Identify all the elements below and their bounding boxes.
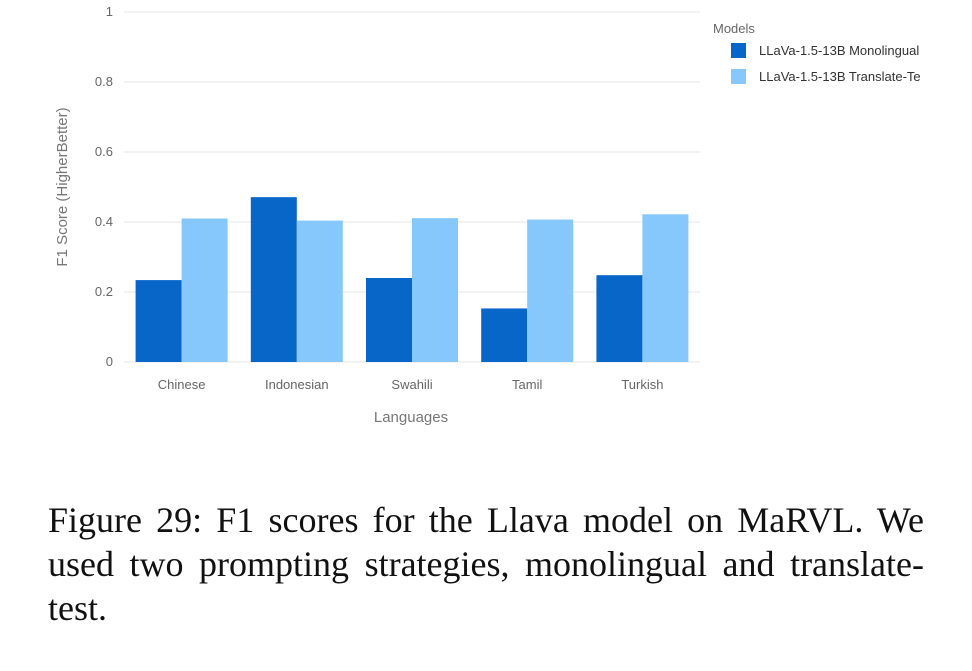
x-tick-label: Turkish xyxy=(621,377,663,392)
x-tick-label: Swahili xyxy=(391,377,432,392)
bar-tamil-series-1 xyxy=(481,308,528,362)
legend-swatch xyxy=(731,69,746,84)
y-tick-label: 0.8 xyxy=(95,74,113,89)
legend-label: LLaVa-1.5-13B Monolingual xyxy=(759,43,919,58)
y-tick-labels: 0 0.2 0.4 0.6 0.8 1 xyxy=(95,4,113,369)
legend-title: Models xyxy=(713,21,755,36)
bar-turkish-series-2 xyxy=(642,214,689,362)
y-tick-label: 0 xyxy=(106,354,113,369)
legend-label: LLaVa-1.5-13B Translate-Te xyxy=(759,69,921,84)
y-tick-label: 1 xyxy=(106,4,113,19)
legend: Models LLaVa-1.5-13B Monolingual LLaVa-1.… xyxy=(713,21,921,84)
bar-chinese-series-2 xyxy=(181,218,228,362)
bar-turkish-series-1 xyxy=(596,275,643,362)
bar-tamil-series-2 xyxy=(527,219,574,362)
x-tick-labels: Chinese Indonesian Swahili Tamil Turkish xyxy=(158,377,664,392)
bar-indonesian-series-2 xyxy=(296,220,343,362)
bar-chart: 0 0.2 0.4 0.6 0.8 1 Chinese Indonesian Swahili T… xyxy=(54,4,921,426)
x-tick-label: Tamil xyxy=(512,377,542,392)
x-tick-label: Chinese xyxy=(158,377,206,392)
bar-swahili-series-1 xyxy=(366,278,412,362)
figure-caption: Figure 29: F1 scores for the Llava model… xyxy=(48,500,924,628)
x-axis-title: Languages xyxy=(374,409,448,426)
y-tick-label: 0.6 xyxy=(95,144,113,159)
y-tick-label: 0.4 xyxy=(95,214,113,229)
y-axis-title: F1 Score (HigherBetter) xyxy=(54,107,71,266)
x-tick-label: Indonesian xyxy=(265,377,329,392)
y-tick-label: 0.2 xyxy=(95,284,113,299)
bars xyxy=(135,197,689,362)
bar-swahili-series-2 xyxy=(412,218,458,362)
bar-chinese-series-1 xyxy=(135,280,182,362)
bar-indonesian-series-1 xyxy=(250,197,297,362)
legend-swatch xyxy=(731,43,746,58)
